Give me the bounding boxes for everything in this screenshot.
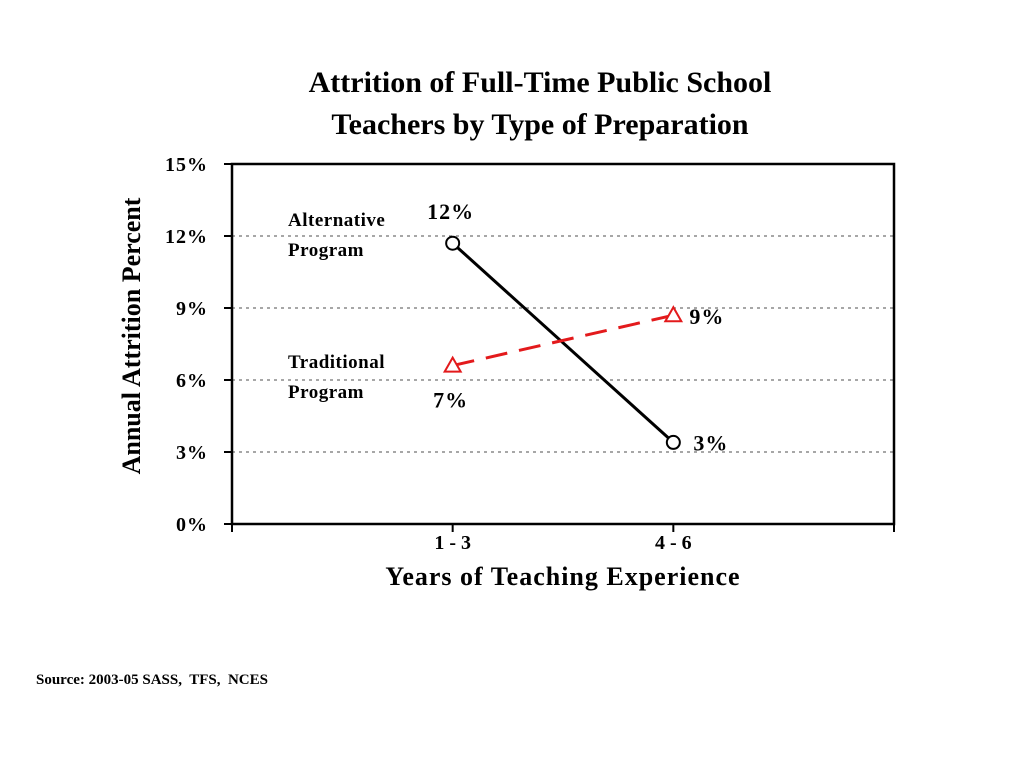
series-line xyxy=(452,313,674,368)
chart-title-line-1: Attrition of Full-Time Public School xyxy=(308,66,772,99)
y-tick-label: 9% xyxy=(176,298,208,320)
y-axis-label: Annual Attrition Percent xyxy=(117,197,146,474)
series-line xyxy=(451,242,675,444)
y-tick-label: 12% xyxy=(165,226,208,248)
data-point xyxy=(663,305,684,323)
source-note: Source: 2003-05 SASS, TFS, NCES xyxy=(36,672,268,688)
data-label: 7% xyxy=(433,388,468,413)
series-name-label: Traditional xyxy=(288,352,385,373)
x-axis-label: Years of Teaching Experience xyxy=(385,562,740,591)
y-tick-label: 0% xyxy=(176,514,208,536)
series-name-label: Program xyxy=(288,240,364,261)
data-point xyxy=(445,235,461,251)
data-point xyxy=(665,434,681,450)
data-label: 3% xyxy=(693,430,728,455)
x-tick-label: 4 - 6 xyxy=(655,532,692,554)
y-tick-label: 3% xyxy=(176,442,208,464)
chart-title-line-2: Teachers by Type of Preparation xyxy=(331,108,749,141)
series-name-label: Program xyxy=(288,382,364,403)
data-label: 9% xyxy=(689,304,724,329)
plot-area-border xyxy=(230,162,896,526)
data-label: 12% xyxy=(427,199,474,224)
data-point xyxy=(442,355,463,373)
series-name-label: Alternative xyxy=(288,210,385,231)
y-tick-label: 6% xyxy=(176,370,208,392)
y-tick-label: 15% xyxy=(165,154,208,176)
x-tick-label: 1 - 3 xyxy=(434,532,471,554)
